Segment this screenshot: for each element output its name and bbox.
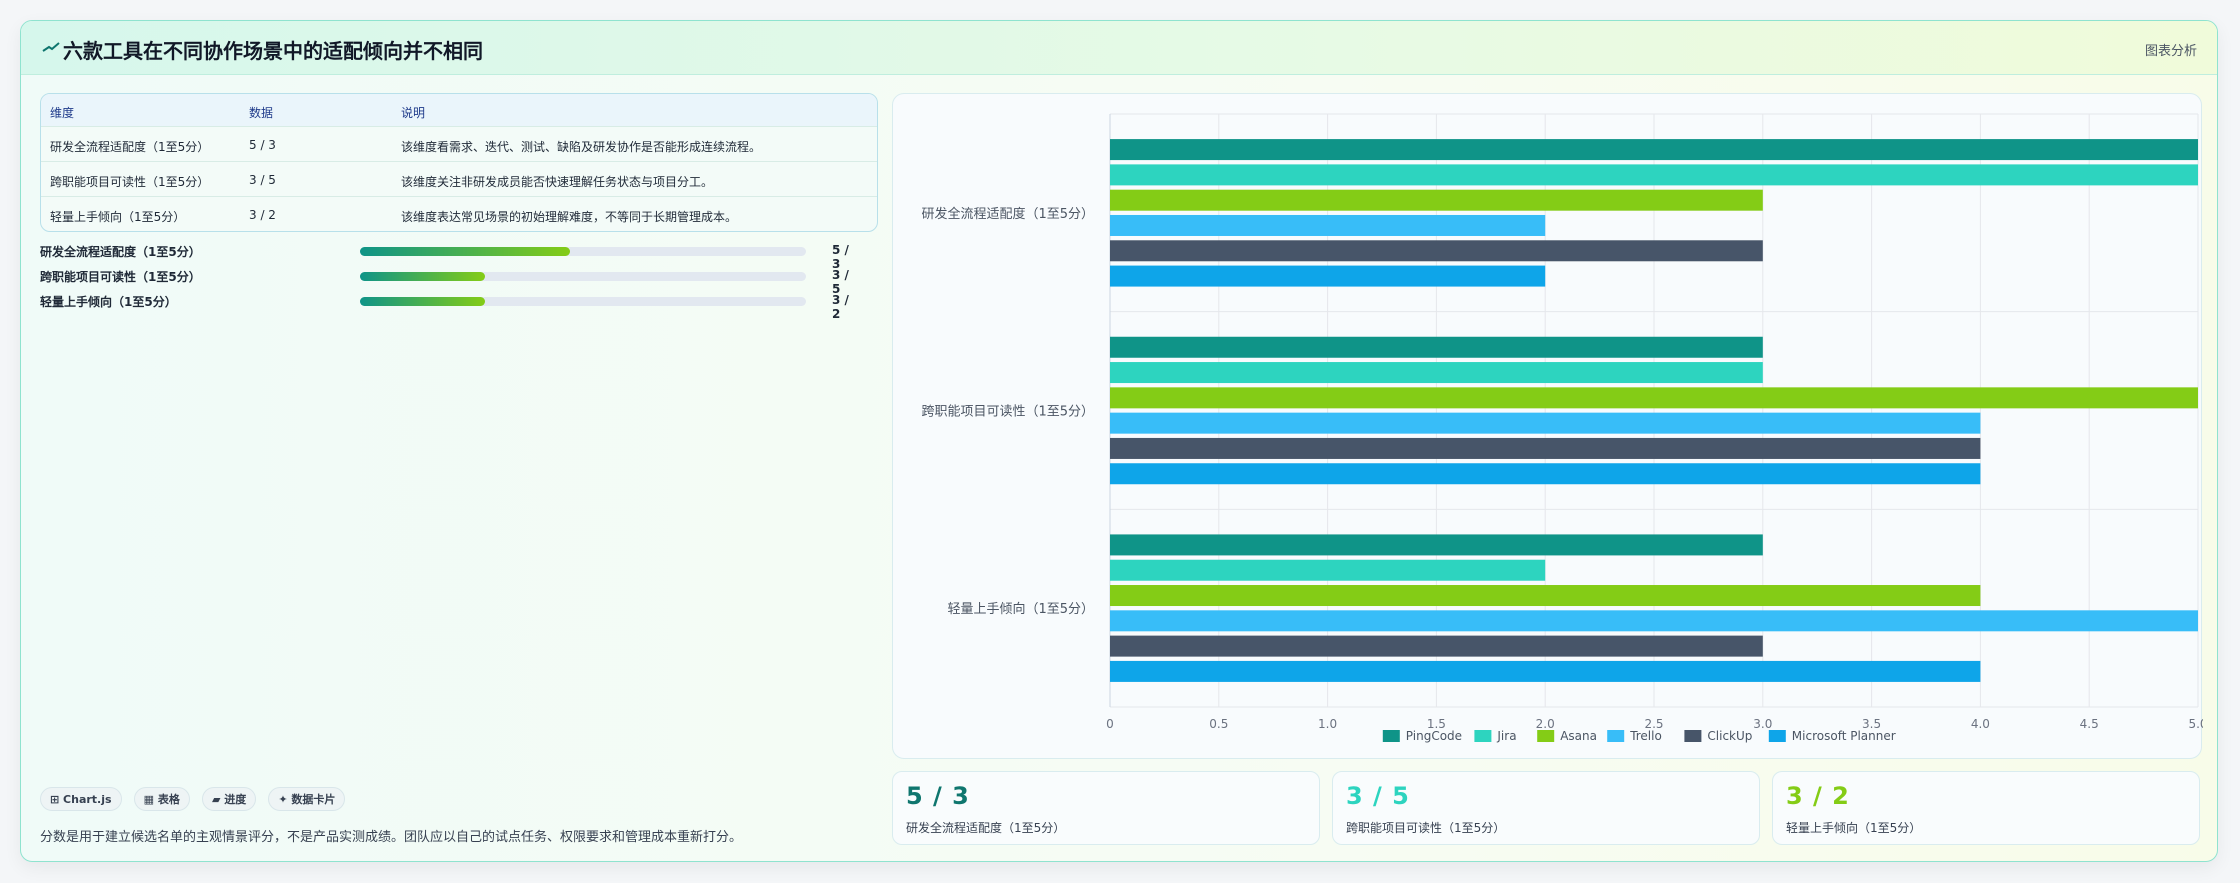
bar-asana [1110, 387, 2198, 409]
progress-value: 3 / 2 [832, 293, 849, 321]
x-tick-label: 0.5 [1209, 717, 1228, 731]
table-row: 跨职能项目可读性（1至5分） 3 / 5 该维度关注非研发成员能否快速理解任务状… [41, 162, 877, 197]
table-row: 研发全流程适配度（1至5分） 5 / 3 该维度看需求、迭代、测试、缺陷及研发协… [41, 127, 877, 162]
x-tick-label: 5.0 [2188, 717, 2203, 731]
stat-value: 3 / 5 [1346, 782, 1410, 810]
legend-label: PingCode [1406, 729, 1462, 743]
y-category-label: 跨职能项目可读性（1至5分） [921, 405, 1094, 420]
table-cell: 该维度关注非研发成员能否快速理解任务状态与项目分工。 [401, 175, 714, 189]
progress-label: 轻量上手倾向（1至5分） [40, 295, 177, 309]
table-row: 轻量上手倾向（1至5分） 3 / 2 该维度表达常见场景的初始理解难度，不等同于… [41, 197, 877, 231]
table-cell: 该维度表达常见场景的初始理解难度，不等同于长期管理成本。 [401, 210, 738, 224]
legend-swatch [1382, 730, 1400, 742]
legend-swatch [1768, 730, 1786, 742]
chip-data-card[interactable]: ✦ 数据卡片 [268, 787, 346, 811]
bar-pingcode [1110, 336, 1763, 358]
x-tick-label: 3.5 [1862, 717, 1881, 731]
stat-caption: 跨职能项目可读性（1至5分） [1346, 821, 1506, 835]
bar-trello [1110, 214, 1546, 236]
bar-microsoft-planner [1110, 463, 1981, 485]
bar-jira [1110, 164, 2198, 186]
table-cell: 3 / 2 [249, 208, 276, 222]
stat-card: 3 / 5 跨职能项目可读性（1至5分） [1332, 771, 1760, 845]
chip-chartjs[interactable]: ⊞ Chart.js [40, 787, 122, 811]
chart-card: 六款工具在不同协作场景中的适配倾向并不相同 图表分析 维度 数据 说明 研发全流… [20, 20, 2218, 862]
progress-label: 跨职能项目可读性（1至5分） [40, 270, 201, 284]
table-cell: 该维度看需求、迭代、测试、缺陷及研发协作是否能形成连续流程。 [401, 140, 762, 154]
x-tick-label: 0 [1106, 717, 1114, 731]
bar-clickup [1110, 240, 1763, 262]
legend-swatch [1684, 730, 1702, 742]
progress-value: 3 / 5 [832, 268, 849, 296]
x-tick-label: 2.0 [1536, 717, 1555, 731]
table-cell: 跨职能项目可读性（1至5分） [50, 175, 210, 189]
bar-clickup [1110, 635, 1763, 657]
x-tick-label: 4.0 [1971, 717, 1990, 731]
table-header-dimension: 维度 [50, 106, 75, 120]
y-category-label: 研发全流程适配度（1至5分） [921, 206, 1094, 222]
y-category-label: 轻量上手倾向（1至5分） [947, 601, 1094, 617]
footnote: 分数是用于建立候选名单的主观情景评分，不是产品实测成绩。团队应以自己的试点任务、… [40, 830, 743, 845]
bar-trello [1110, 412, 1981, 434]
x-tick-label: 3.0 [1753, 717, 1772, 731]
progress-fill [360, 272, 485, 281]
legend-label: Jira [1496, 729, 1516, 743]
legend-label: Microsoft Planner [1792, 729, 1896, 743]
x-tick-label: 1.0 [1318, 717, 1337, 731]
feature-chips: ⊞ Chart.js ▦ 表格 ▰ 进度 ✦ 数据卡片 [40, 787, 352, 813]
bar-jira [1110, 362, 1763, 384]
progress-track [360, 247, 806, 256]
data-table: 维度 数据 说明 研发全流程适配度（1至5分） 5 / 3 该维度看需求、迭代、… [40, 93, 878, 232]
table-cell: 研发全流程适配度（1至5分） [50, 140, 210, 154]
stat-caption: 研发全流程适配度（1至5分） [906, 821, 1066, 835]
legend-swatch [1537, 730, 1555, 742]
bar-pingcode [1110, 139, 2198, 161]
bar-asana [1110, 585, 1981, 607]
bar-microsoft-planner [1110, 660, 1981, 682]
legend-swatch [1607, 730, 1625, 742]
chip-table[interactable]: ▦ 表格 [133, 787, 190, 811]
table-header-note: 说明 [401, 106, 426, 120]
progress-track [360, 297, 806, 306]
stat-value: 5 / 3 [906, 782, 970, 810]
progress-row: 研发全流程适配度（1至5分） 5 / 3 [40, 241, 860, 271]
table-cell: 轻量上手倾向（1至5分） [50, 210, 186, 224]
stat-card: 5 / 3 研发全流程适配度（1至5分） [892, 771, 1320, 845]
table-header-row: 维度 数据 说明 [41, 94, 877, 127]
table-header-data: 数据 [249, 106, 274, 120]
stat-caption: 轻量上手倾向（1至5分） [1786, 821, 1922, 835]
stat-value: 3 / 2 [1786, 782, 1850, 810]
bar-pingcode [1110, 534, 1763, 556]
progress-value: 5 / 3 [832, 243, 849, 271]
table-cell: 3 / 5 [249, 173, 276, 187]
progress-track [360, 272, 806, 281]
page-title: 六款工具在不同协作场景中的适配倾向并不相同 [63, 39, 483, 63]
progress-row: 跨职能项目可读性（1至5分） 3 / 5 [40, 266, 860, 296]
progress-fill [360, 297, 485, 306]
card-header: 六款工具在不同协作场景中的适配倾向并不相同 图表分析 [21, 21, 2217, 75]
bar-jira [1110, 559, 1546, 581]
x-tick-label: 2.5 [1644, 717, 1663, 731]
bar-trello [1110, 610, 2198, 632]
trend-line-icon [42, 42, 60, 52]
bar-clickup [1110, 437, 1981, 459]
stat-card: 3 / 2 轻量上手倾向（1至5分） [1772, 771, 2200, 845]
x-tick-label: 1.5 [1427, 717, 1446, 731]
x-tick-label: 4.5 [2080, 717, 2099, 731]
progress-row: 轻量上手倾向（1至5分） 3 / 2 [40, 291, 860, 321]
chip-progress[interactable]: ▰ 进度 [201, 787, 257, 811]
bar-asana [1110, 189, 1763, 211]
legend-label: Trello [1629, 729, 1662, 743]
legend-label: ClickUp [1707, 729, 1752, 743]
chart-analysis-label: 图表分析 [2144, 44, 2197, 59]
legend-label: Asana [1560, 729, 1597, 743]
progress-label: 研发全流程适配度（1至5分） [40, 245, 201, 259]
bar-microsoft-planner [1110, 265, 1546, 287]
bar-chart: 0 0.5 1.0 1.5 2.0 2.5 3.0 3.5 4.0 4.5 5.0 研发全流程适配度（… [921, 113, 2203, 743]
legend-swatch [1474, 730, 1492, 742]
table-cell: 5 / 3 [249, 138, 276, 152]
bar-chart-panel: 0 0.5 1.0 1.5 2.0 2.5 3.0 3.5 4.0 4.5 5.0 研发全流程适配度（… [892, 93, 2203, 759]
progress-fill [360, 247, 570, 256]
